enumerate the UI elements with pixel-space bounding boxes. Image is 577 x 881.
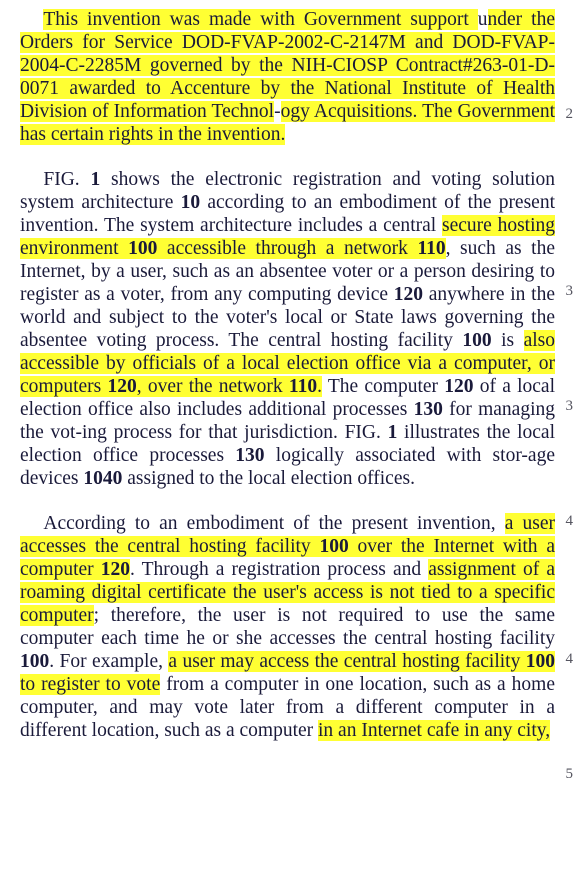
text-span: ing process for that jurisdiction. FIG.: [82, 422, 388, 443]
text-span: assigned to the local election offices.: [122, 468, 415, 489]
ref-num: 110: [289, 376, 317, 397]
text-span: ; therefore, the user is not required to…: [20, 605, 555, 649]
ref-num: 120: [444, 376, 473, 397]
text-span: According to an embodiment of the presen…: [43, 513, 504, 534]
ref-num: 1: [388, 422, 398, 443]
ref-num: 110: [417, 238, 445, 259]
ref-num: 100: [462, 330, 491, 351]
margin-line-number: 4: [559, 510, 573, 533]
ref-num: 130: [414, 399, 443, 420]
margin-line-number: 3: [559, 280, 573, 303]
text-span: logically associated with stor: [265, 445, 522, 466]
text-span: u: [478, 9, 488, 30]
ref-num: 120: [394, 284, 423, 305]
text-span: -: [274, 101, 281, 122]
ref-num: 120: [101, 559, 130, 580]
text-span: FIG.: [43, 169, 90, 190]
ref-num: 100: [20, 651, 49, 672]
ref-num: 1040: [83, 468, 122, 489]
highlight-span: , over the network: [137, 376, 289, 397]
ref-num: 100: [526, 651, 555, 672]
text-span: . Through a registration process and: [130, 559, 428, 580]
text-span: The computer: [322, 376, 444, 397]
margin-line-number: 4: [559, 648, 573, 671]
document-page: 2 3 3 4 4 5 This invention was made with…: [0, 0, 577, 750]
highlight-span: This invention was made with Government …: [43, 9, 477, 30]
ref-num: 120: [107, 376, 136, 397]
text-span: ch as a computer: [182, 720, 318, 741]
highlight-span: to register to vote: [20, 674, 160, 695]
highlight-span: in an Internet cafe in any city,: [318, 720, 550, 741]
highlight-span: a user may access the central hosting fa…: [168, 651, 525, 672]
margin-line-number: 2: [559, 103, 573, 126]
ref-num: 10: [181, 192, 201, 213]
highlight-span: accessible through a network: [157, 238, 417, 259]
ref-num: 130: [235, 445, 264, 466]
text-span: . For example,: [49, 651, 168, 672]
text-span: tral: [410, 215, 442, 236]
margin-line-number: 5: [559, 763, 573, 786]
ref-num: 1: [91, 169, 101, 190]
ref-num: 100: [319, 536, 348, 557]
paragraph-gov-support: This invention was made with Government …: [20, 8, 555, 146]
ref-num: 100: [128, 238, 157, 259]
margin-line-number: 3: [559, 395, 573, 418]
paragraph-fig1: FIG. 1 shows the electronic registration…: [20, 168, 555, 490]
paragraph-embodiment: According to an embodiment of the presen…: [20, 512, 555, 742]
text-span: is: [492, 330, 524, 351]
